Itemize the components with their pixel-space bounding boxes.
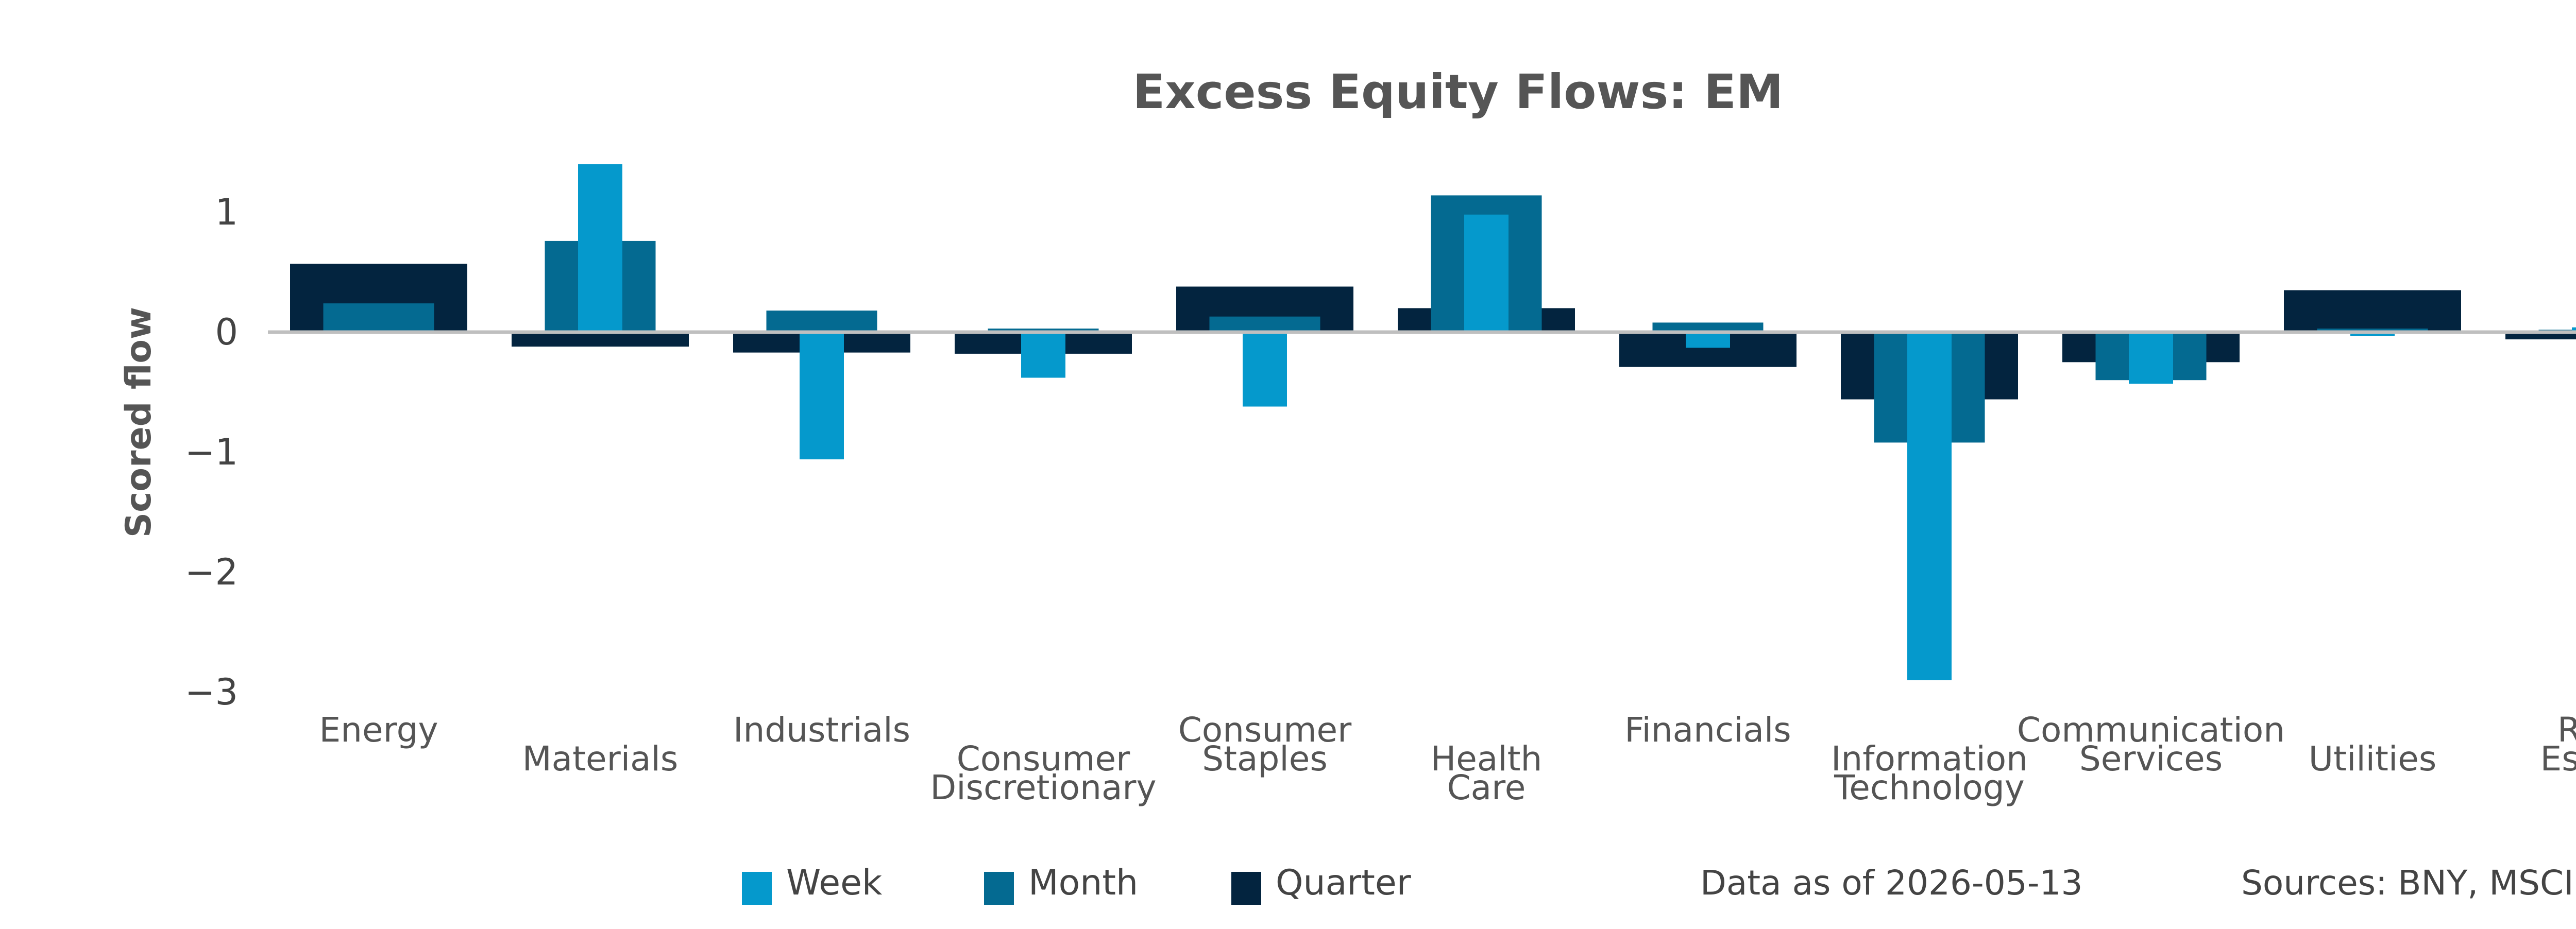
category-label: RealEstate	[2540, 710, 2576, 779]
y-tick-label: 0	[215, 311, 238, 353]
bar-week	[2129, 332, 2173, 384]
legend-swatch-month	[984, 872, 1014, 905]
category-label-line: Utilities	[2309, 739, 2436, 779]
bar-quarter	[512, 332, 689, 347]
y-axis-ticks: 1 0 −1 −2 −3	[185, 191, 238, 713]
legend-label-week: Week	[786, 863, 883, 903]
y-tick-label: −2	[185, 551, 238, 593]
y-axis-title: Scored flow	[118, 307, 159, 538]
bar-week	[578, 164, 622, 332]
legend-swatch-quarter	[1231, 872, 1261, 905]
bar-week	[1464, 215, 1509, 332]
bar-week	[1243, 332, 1287, 407]
data-as-of-note: Data as of 2026-05-13	[1700, 863, 2083, 903]
category-label: Materials	[522, 739, 679, 779]
legend-label-month: Month	[1028, 863, 1138, 903]
y-tick-label: 1	[215, 191, 238, 233]
bar-quarter	[2284, 290, 2461, 333]
legend: Week Month Quarter	[742, 863, 1411, 905]
category-label-line: Financials	[1624, 710, 1791, 750]
category-label-line: Estate	[2540, 739, 2576, 779]
category-label-line: Technology	[1834, 768, 2025, 807]
bar-week	[1686, 332, 1730, 348]
category-label: Utilities	[2309, 739, 2436, 779]
series-week	[357, 164, 2576, 680]
bar-week	[1907, 332, 1952, 680]
bar-week	[800, 332, 844, 459]
category-label-line: Discretionary	[930, 768, 1156, 807]
category-label: Financials	[1624, 710, 1791, 750]
y-tick-label: −1	[185, 431, 238, 473]
series-month	[324, 195, 2576, 442]
sources-note: Sources: BNY, MSCI	[2241, 863, 2574, 903]
y-tick-label: −3	[185, 671, 238, 713]
bar-month	[767, 311, 877, 332]
category-label-line: Materials	[522, 739, 679, 779]
legend-label-quarter: Quarter	[1276, 863, 1411, 903]
category-label-line: Services	[2079, 739, 2223, 779]
bar-month	[324, 303, 434, 332]
category-label-line: Staples	[1202, 739, 1327, 779]
bar-month	[1210, 317, 1320, 332]
bar-week	[1021, 332, 1065, 378]
legend-swatch-week	[742, 872, 772, 905]
category-label-line: Energy	[319, 710, 438, 750]
bars-layer	[290, 164, 2576, 680]
category-label: Energy	[319, 710, 438, 750]
category-label-line: Care	[1447, 768, 1526, 807]
category-label-line: Industrials	[733, 710, 910, 750]
category-label: Industrials	[733, 710, 910, 750]
chart-title: Excess Equity Flows: EM	[1133, 64, 1784, 119]
